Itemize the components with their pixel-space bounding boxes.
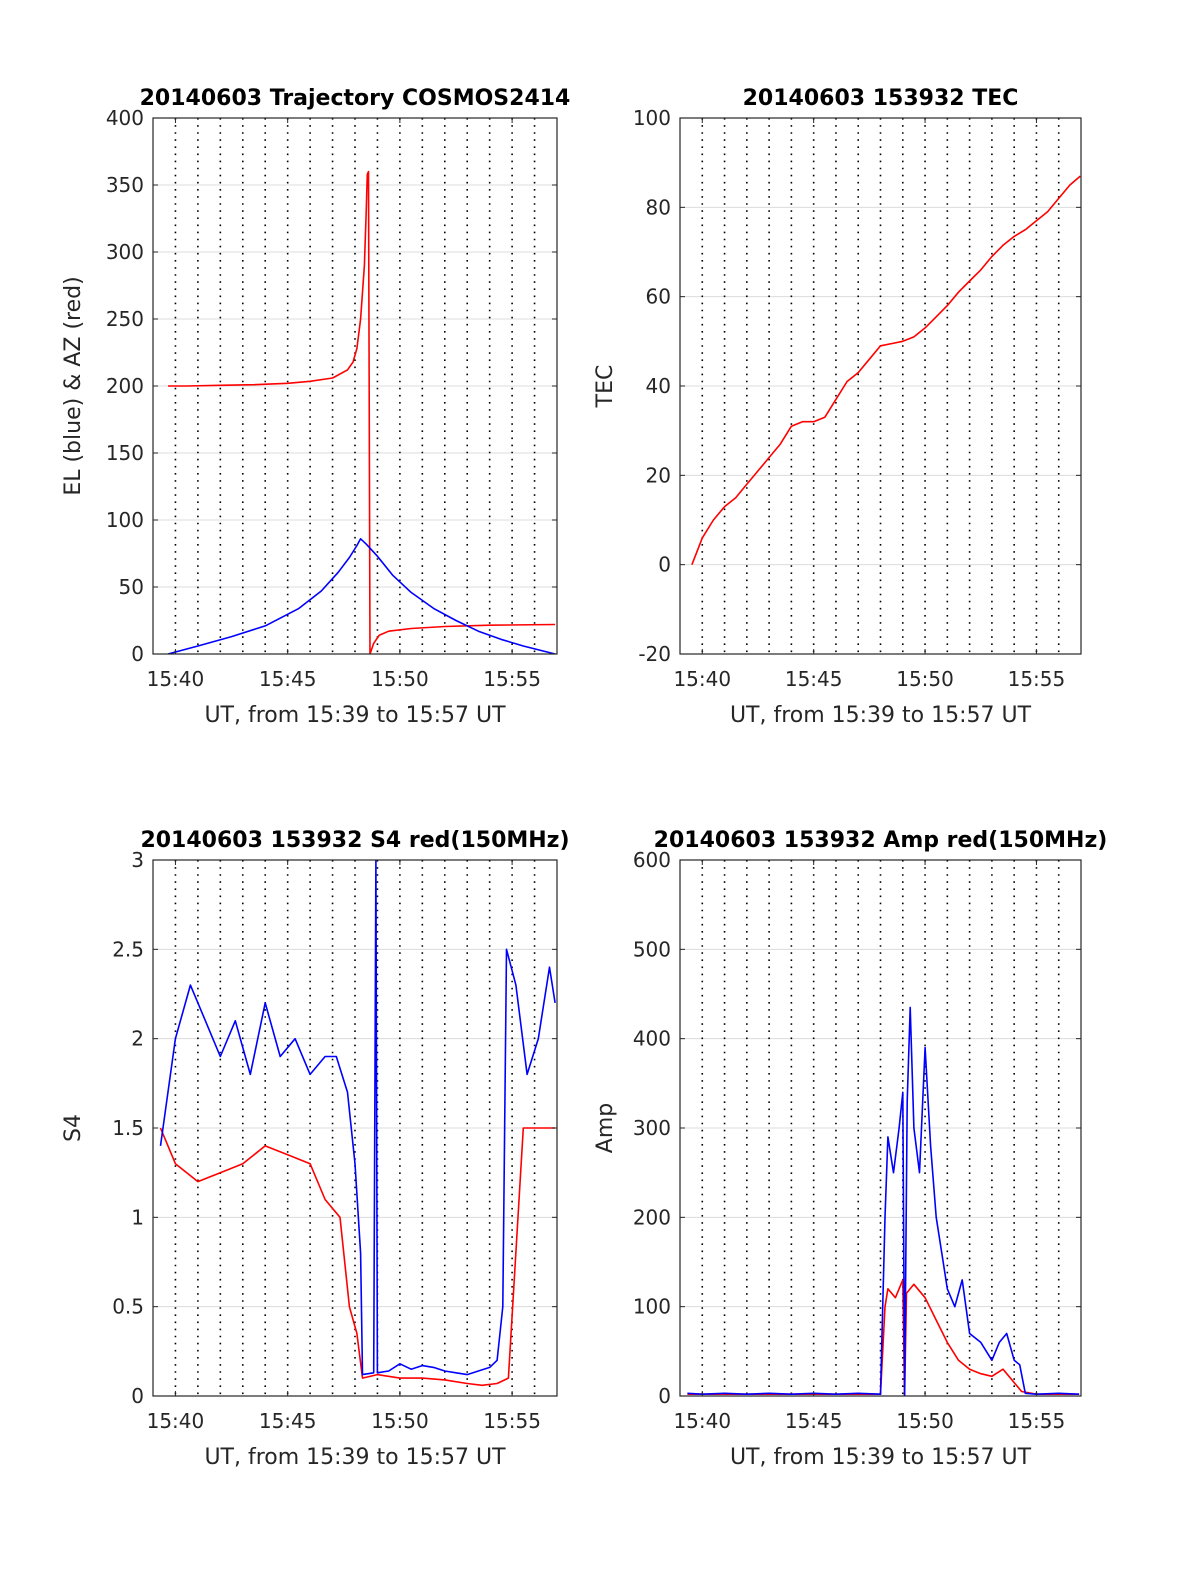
x-tick-label: 15:55: [483, 1409, 541, 1433]
y-axis-label: EL (blue) & AZ (red): [61, 276, 86, 495]
y-tick-label: 0: [131, 1384, 144, 1408]
series-group: [167, 170, 556, 654]
x-tick-label: 15:55: [1008, 1409, 1066, 1433]
x-tick-label: 15:45: [785, 1409, 843, 1433]
y-axis-label: Amp: [593, 1103, 618, 1153]
series-line-0: [168, 170, 556, 654]
series-line-1: [159, 860, 556, 1376]
y-tick-label: 2: [131, 1027, 144, 1051]
x-tick-label: 15:45: [259, 667, 317, 691]
y-tick-label: 2.5: [112, 937, 144, 961]
y-tick-label: 600: [633, 848, 671, 872]
y-tick-label: 3: [131, 848, 144, 872]
y-tick-label: 20: [646, 463, 671, 487]
y-tick-label: 400: [633, 1027, 671, 1051]
x-axis-label: UT, from 15:39 to 15:57 UT: [204, 703, 506, 728]
y-tick-label: 100: [106, 508, 144, 532]
y-tick-label: 1.5: [112, 1116, 144, 1140]
y-tick-label: 100: [633, 1295, 671, 1319]
y-tick-label: 150: [106, 441, 144, 465]
y-tick-label: 350: [106, 173, 144, 197]
x-axis-label: UT, from 15:39 to 15:57 UT: [730, 703, 1032, 728]
y-axis-label: S4: [61, 1114, 86, 1142]
x-tick-label: 15:40: [673, 667, 731, 691]
y-tick-label: 0: [131, 642, 144, 666]
series-line-0: [691, 175, 1081, 565]
y-tick-label: 300: [106, 240, 144, 264]
x-axis-label: UT, from 15:39 to 15:57 UT: [730, 1445, 1032, 1470]
y-tick-label: 1: [131, 1205, 144, 1229]
y-tick-label: 0.5: [112, 1295, 144, 1319]
series-group: [687, 1006, 1080, 1396]
x-tick-label: 15:55: [483, 667, 541, 691]
x-tick-label: 15:50: [371, 1409, 429, 1433]
y-tick-label: 80: [646, 195, 671, 219]
trajectory-chart: 0 50 100 150 200 250 300 350 400 15:40 15:45 15:50 1…: [61, 86, 570, 728]
x-tick-label: 15:55: [1008, 667, 1066, 691]
amp-chart: 0 100 200 300 400 500 600 15:40 15:45 15:50 15:55 2…: [593, 828, 1107, 1470]
y-tick-label: 200: [633, 1205, 671, 1229]
y-tick-label: 200: [106, 374, 144, 398]
x-tick-label: 15:45: [785, 667, 843, 691]
x-tick-label: 15:40: [673, 1409, 731, 1433]
y-tick-label: 0: [658, 553, 671, 577]
series-line-0: [159, 1127, 556, 1387]
y-tick-label: 0: [658, 1384, 671, 1408]
chart-title: 20140603 Trajectory COSMOS2414: [140, 86, 571, 111]
y-tick-label: 100: [633, 106, 671, 130]
chart-title: 20140603 153932 Amp red(150MHz): [654, 828, 1108, 853]
chart-title: 20140603 153932 S4 red(150MHz): [140, 828, 569, 853]
series-line-1: [687, 1006, 1080, 1396]
series-group: [691, 175, 1081, 565]
y-axis-label: TEC: [593, 365, 618, 409]
chart-title: 20140603 153932 TEC: [743, 86, 1019, 111]
y-tick-label: 300: [633, 1116, 671, 1140]
s4-chart: 0 0.5 1 1.5 2 2.5 3 15:40 15:45 15:50 15:55 2014060…: [61, 828, 570, 1470]
y-tick-label: 50: [119, 575, 144, 599]
x-tick-label: 15:50: [371, 667, 429, 691]
x-tick-label: 15:50: [896, 667, 954, 691]
x-tick-label: 15:40: [147, 667, 205, 691]
x-tick-label: 15:45: [259, 1409, 317, 1433]
y-tick-label: 500: [633, 937, 671, 961]
x-tick-label: 15:40: [147, 1409, 205, 1433]
series-group: [159, 860, 556, 1387]
y-tick-label: 250: [106, 307, 144, 331]
y-tick-label: 40: [646, 374, 671, 398]
y-tick-label: 60: [646, 285, 671, 309]
y-tick-label: -20: [638, 642, 671, 666]
y-tick-label: 400: [106, 106, 144, 130]
tec-chart: -20 0 20 40 60 80 100 15:40 15:45 15:50 15:55 20140…: [593, 86, 1082, 728]
series-line-1: [167, 537, 556, 654]
x-axis-label: UT, from 15:39 to 15:57 UT: [204, 1445, 506, 1470]
series-line-0: [687, 1279, 1080, 1396]
x-tick-label: 15:50: [896, 1409, 954, 1433]
